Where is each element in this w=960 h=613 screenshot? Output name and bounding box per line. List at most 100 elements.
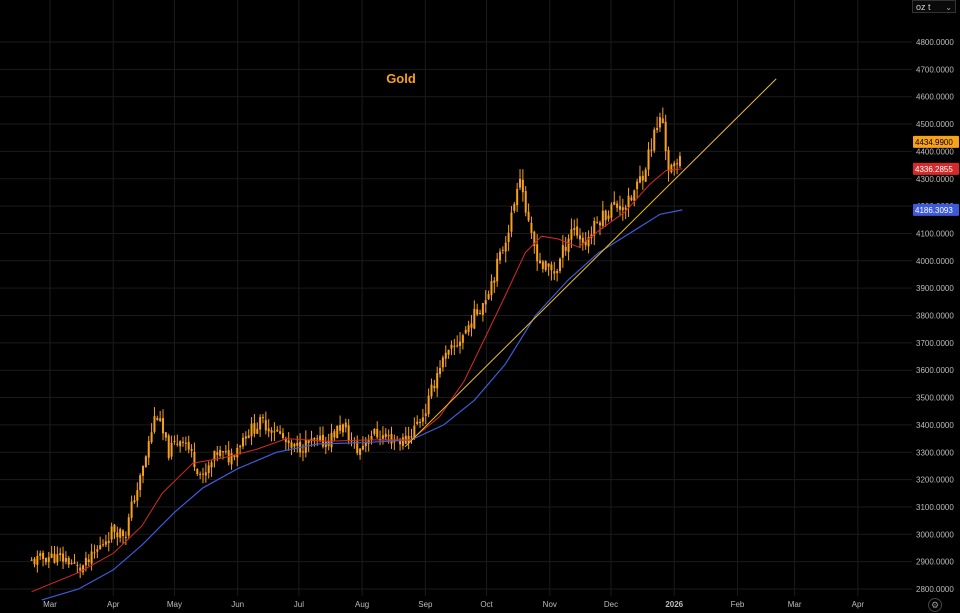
candle-body — [313, 438, 316, 440]
candle — [484, 290, 487, 313]
candle — [276, 425, 279, 433]
candle — [196, 468, 199, 477]
candle — [44, 557, 47, 566]
unit-selector[interactable]: oz t ⌄ — [912, 0, 956, 13]
candle-body — [319, 435, 322, 441]
candle — [507, 224, 510, 252]
gear-icon[interactable]: ⚙ — [928, 598, 942, 612]
candle-body — [376, 428, 379, 438]
candle — [513, 201, 516, 214]
candle — [104, 534, 107, 547]
candle-body — [413, 425, 416, 438]
candle — [324, 436, 327, 454]
candle-body — [578, 235, 581, 240]
candle — [473, 300, 476, 330]
candle-body — [647, 149, 650, 170]
candle-body — [64, 557, 67, 562]
candle-body — [361, 445, 364, 450]
candle-body — [433, 385, 436, 389]
candle — [193, 442, 196, 471]
candle-body — [444, 352, 447, 359]
candle — [267, 419, 270, 438]
candle — [410, 428, 413, 444]
candle — [64, 551, 67, 565]
candle — [559, 257, 561, 274]
candle-body — [36, 556, 39, 565]
candle — [330, 423, 333, 453]
candle — [421, 408, 424, 427]
candle — [527, 203, 530, 222]
x-tick-label: Dec — [604, 600, 618, 609]
candle-body — [156, 418, 159, 420]
candle-body — [130, 501, 133, 518]
candle — [481, 302, 484, 322]
y-tick-label: 4500.0000 — [916, 120, 954, 129]
candle-body — [70, 562, 73, 564]
candle — [479, 309, 482, 315]
x-tick-label: Jun — [231, 600, 244, 609]
candle-body — [664, 121, 667, 152]
candle — [401, 433, 404, 450]
candle-body — [576, 226, 579, 236]
candle — [56, 546, 59, 566]
candle-body — [516, 189, 519, 206]
candle-body — [233, 455, 236, 458]
candle — [453, 338, 456, 355]
candle-body — [667, 150, 670, 171]
candle — [233, 454, 236, 461]
candle — [130, 495, 133, 521]
candle — [250, 417, 253, 446]
candle-body — [519, 178, 522, 188]
candle — [670, 163, 673, 174]
x-tick-label: Apr — [852, 600, 865, 609]
candle-body — [204, 472, 207, 476]
y-tick-label: 4000.0000 — [916, 257, 954, 266]
candle-body — [553, 271, 556, 274]
candle — [207, 461, 210, 479]
candle-body — [42, 552, 45, 559]
candle — [361, 436, 364, 451]
candle — [116, 526, 119, 546]
candle-body — [187, 441, 190, 450]
candle-body — [670, 164, 673, 173]
candle-body — [356, 441, 359, 454]
candle-body — [182, 441, 185, 443]
unit-value: oz t — [916, 2, 931, 12]
candle-body — [633, 190, 636, 201]
y-tick-label: 4800.0000 — [916, 38, 954, 47]
candle-body — [441, 357, 444, 368]
candle — [261, 414, 264, 424]
candle — [187, 435, 190, 454]
price-badge-ma_slow: 4186.3093 — [913, 203, 959, 216]
candle — [576, 218, 579, 239]
candle — [667, 146, 670, 182]
candle — [102, 539, 105, 548]
candle-body — [341, 424, 344, 433]
candle — [601, 200, 604, 229]
candle-body — [316, 438, 319, 440]
candle-body — [573, 227, 576, 230]
candle-body — [467, 325, 470, 332]
candle-body — [293, 443, 296, 447]
candle — [673, 160, 676, 176]
candle-body — [284, 438, 287, 442]
y-tick-label: 4700.0000 — [916, 65, 954, 74]
candle-body — [47, 557, 50, 563]
candle-body — [570, 229, 573, 240]
candle-body — [96, 549, 99, 552]
candle — [624, 204, 627, 220]
candle-body — [247, 435, 250, 439]
y-tick-label: 3500.0000 — [916, 394, 954, 403]
candle-body — [219, 449, 222, 457]
x-tick-label: Feb — [731, 600, 745, 609]
candle-body — [59, 553, 62, 556]
candle — [296, 435, 299, 453]
candle-body — [50, 553, 53, 558]
candle-body — [153, 416, 156, 432]
candle — [36, 550, 39, 573]
candle-body — [216, 452, 219, 455]
candle-body — [521, 179, 524, 193]
candle — [573, 219, 576, 236]
candles — [30, 107, 681, 579]
